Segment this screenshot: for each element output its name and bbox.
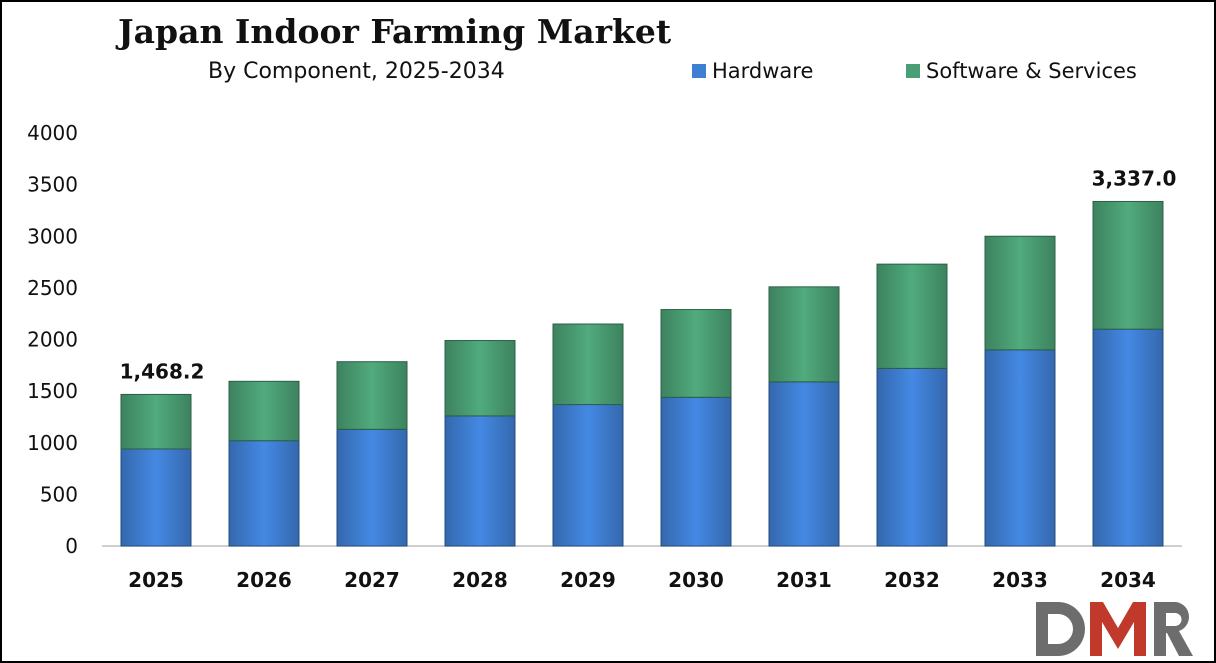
x-tick-label: 2028 bbox=[452, 568, 508, 592]
bar-hardware bbox=[768, 381, 840, 547]
legend-item-hardware: Hardware bbox=[692, 59, 813, 83]
x-tick-label: 2031 bbox=[776, 568, 832, 592]
bar-hardware bbox=[120, 448, 192, 547]
legend-swatch-software-services bbox=[906, 64, 920, 78]
x-tick-label: 2032 bbox=[884, 568, 940, 592]
chart-subtitle: By Component, 2025-2034 bbox=[208, 59, 505, 84]
bar-hardware bbox=[1092, 328, 1164, 547]
y-tick-label: 3500 bbox=[27, 173, 78, 197]
bar-hardware bbox=[660, 396, 732, 547]
bar-software-services bbox=[768, 286, 840, 383]
bar-software-services bbox=[876, 263, 948, 369]
x-tick-label: 2025 bbox=[128, 568, 184, 592]
x-tick-label: 2034 bbox=[1100, 568, 1156, 592]
data-label: 1,468.2 bbox=[120, 359, 205, 383]
bar-chart: 0 500 1000 1500 2000 2500 3000 3500 4000 2025 1,46… bbox=[27, 121, 1182, 592]
bar-software-services bbox=[660, 309, 732, 398]
bar-hardware bbox=[444, 415, 516, 547]
y-tick-label: 500 bbox=[40, 482, 78, 506]
data-label: 3,337.0 bbox=[1092, 166, 1177, 190]
x-tick-label: 2029 bbox=[560, 568, 616, 592]
y-tick-label: 1000 bbox=[27, 431, 78, 455]
y-tick-label: 0 bbox=[65, 534, 78, 558]
bar-hardware bbox=[336, 428, 408, 547]
bar-software-services bbox=[552, 323, 624, 406]
x-tick-label: 2030 bbox=[668, 568, 724, 592]
y-tick-label: 2000 bbox=[27, 328, 78, 352]
x-tick-label: 2026 bbox=[236, 568, 292, 592]
bar-software-services bbox=[984, 235, 1056, 351]
y-tick-label: 4000 bbox=[27, 121, 78, 145]
bar-software-services bbox=[444, 340, 516, 417]
y-tick-label: 1500 bbox=[27, 379, 78, 403]
legend-swatch-hardware bbox=[692, 64, 706, 78]
bar-hardware bbox=[876, 367, 948, 547]
legend-item-software-services: Software & Services bbox=[906, 59, 1137, 83]
x-tick-label: 2027 bbox=[344, 568, 400, 592]
bar-hardware bbox=[552, 404, 624, 547]
x-tick-label: 2033 bbox=[992, 568, 1048, 592]
bar-software-services bbox=[1092, 200, 1164, 330]
bar-hardware bbox=[228, 440, 300, 547]
y-tick-label: 2500 bbox=[27, 276, 78, 300]
bar-software-services bbox=[336, 361, 408, 430]
chart-title: Japan Indoor Farming Market bbox=[118, 12, 672, 51]
legend-label-hardware: Hardware bbox=[712, 59, 814, 83]
dmr-logo bbox=[1036, 602, 1193, 656]
bar-hardware bbox=[984, 349, 1056, 547]
bar-software-services bbox=[228, 380, 300, 442]
legend-label-software-services: Software & Services bbox=[926, 59, 1137, 83]
bar-software-services bbox=[120, 393, 192, 450]
y-tick-label: 3000 bbox=[27, 224, 78, 248]
